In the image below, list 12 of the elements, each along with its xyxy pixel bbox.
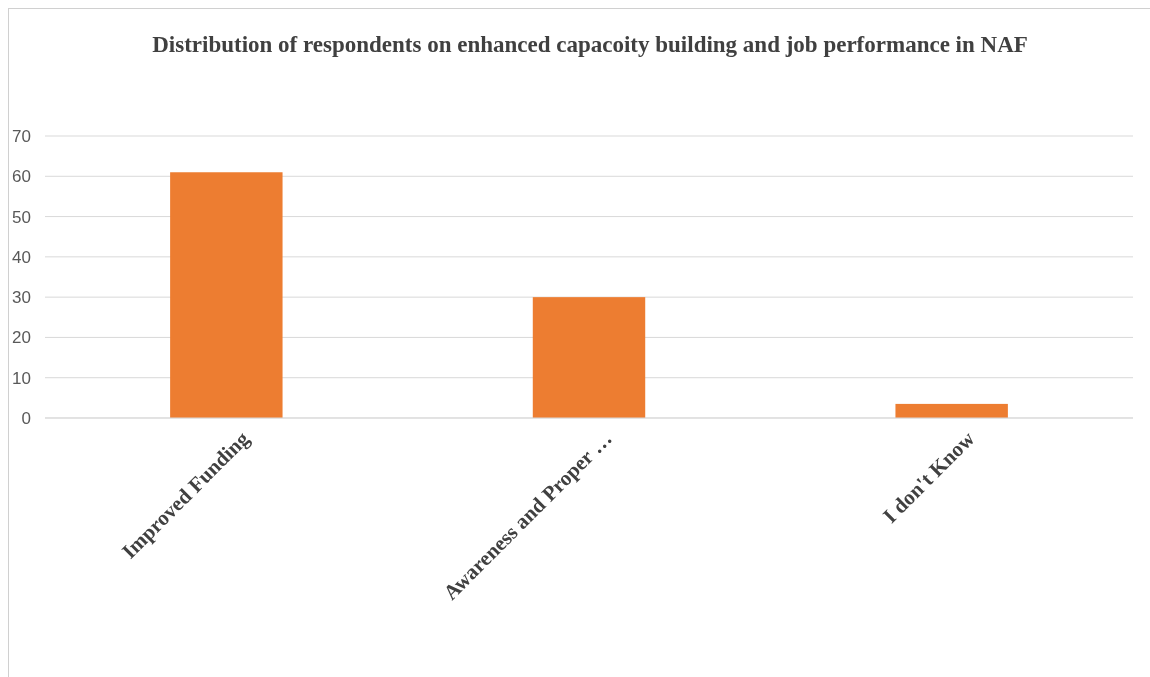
y-tick-label: 20: [12, 328, 31, 348]
bar: [532, 297, 646, 418]
y-tick-label: 30: [12, 288, 31, 308]
y-tick-label: 50: [12, 207, 31, 227]
y-tick-label: 0: [21, 408, 31, 428]
y-tick-label: 60: [12, 167, 31, 187]
chart-title: Distribution of respondents on enhanced capacoity building and job performance in NAF: [152, 32, 1028, 57]
bar: [170, 172, 283, 418]
bar: [895, 403, 1008, 418]
y-tick-label: 70: [12, 126, 31, 146]
y-tick-label: 10: [12, 368, 31, 388]
y-tick-label: 40: [12, 247, 31, 267]
